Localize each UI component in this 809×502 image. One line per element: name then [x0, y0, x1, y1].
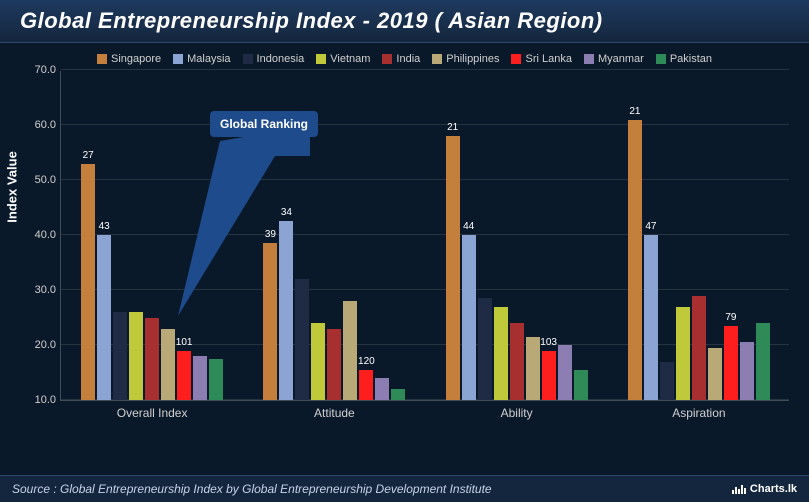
legend-swatch [511, 54, 521, 64]
gridline [61, 69, 789, 70]
bar: 21 [446, 136, 460, 400]
bar [343, 301, 357, 400]
legend-swatch [382, 54, 392, 64]
legend-item: Indonesia [243, 53, 305, 65]
y-tick-label: 60.0 [26, 119, 56, 131]
bar [510, 323, 524, 400]
bar-annotation: 47 [645, 221, 656, 232]
bar-group: 2144 103 [446, 136, 588, 400]
bar [161, 329, 175, 401]
bar: 27 [81, 164, 95, 401]
bar [391, 389, 405, 400]
callout-arrow [160, 131, 320, 331]
bar [676, 307, 690, 401]
y-axis-label: Index Value [5, 151, 20, 223]
legend-item: Sri Lanka [511, 53, 571, 65]
legend-swatch [316, 54, 326, 64]
source-bar: Source : Global Entrepreneurship Index b… [0, 475, 809, 502]
chart-area: Index Value Global Ranking 10.020.030.04… [60, 71, 789, 431]
callout-text: Global Ranking [220, 117, 308, 131]
bar [478, 298, 492, 400]
legend-label: Vietnam [330, 53, 370, 65]
legend-item: Malaysia [173, 53, 230, 65]
bar [311, 323, 325, 400]
y-tick-label: 10.0 [26, 394, 56, 406]
legend-swatch [173, 54, 183, 64]
bar [692, 296, 706, 401]
legend-label: Singapore [111, 53, 161, 65]
legend-label: Sri Lanka [525, 53, 571, 65]
bar [193, 356, 207, 400]
bar: 120 [359, 370, 373, 400]
bar: 43 [97, 235, 111, 400]
legend-swatch [243, 54, 253, 64]
bar [113, 312, 127, 400]
y-tick-label: 70.0 [26, 64, 56, 76]
bar [574, 370, 588, 400]
legend-label: Myanmar [598, 53, 644, 65]
legend-swatch [656, 54, 666, 64]
bar [526, 337, 540, 400]
bar [209, 359, 223, 400]
bar-annotation: 21 [447, 122, 458, 133]
legend-item: Vietnam [316, 53, 370, 65]
bar: 47 [644, 235, 658, 400]
legend: Singapore Malaysia Indonesia Vietnam India Ph… [0, 43, 809, 71]
y-tick-label: 50.0 [26, 174, 56, 186]
bar [375, 378, 389, 400]
x-axis-label: Aspiration [672, 406, 725, 420]
bar: 101 [177, 351, 191, 401]
bar-annotation: 27 [83, 150, 94, 161]
bar [708, 348, 722, 400]
global-ranking-callout: Global Ranking [210, 111, 318, 137]
bar-annotation: 21 [629, 106, 640, 117]
bar [129, 312, 143, 400]
x-axis-label: Overall Index [117, 406, 188, 420]
bar [558, 345, 572, 400]
charts-lk-logo: Charts.lk [732, 483, 797, 495]
title-bar: Global Entrepreneurship Index - 2019 ( A… [0, 0, 809, 43]
logo-bars-icon [732, 485, 746, 494]
bar: 103 [542, 351, 556, 401]
y-tick-label: 40.0 [26, 229, 56, 241]
bar: 44 [462, 235, 476, 400]
bar-annotation: 79 [725, 312, 736, 323]
bar: 79 [724, 326, 738, 400]
y-tick-label: 20.0 [26, 339, 56, 351]
legend-item: Myanmar [584, 53, 644, 65]
legend-label: India [396, 53, 420, 65]
legend-label: Philippines [446, 53, 499, 65]
legend-swatch [584, 54, 594, 64]
bar: 21 [628, 120, 642, 401]
legend-item: Philippines [432, 53, 499, 65]
x-axis-label: Attitude [314, 406, 355, 420]
bar-annotation: 103 [540, 337, 557, 348]
chart-title: Global Entrepreneurship Index - 2019 ( A… [20, 8, 789, 34]
bar-annotation: 43 [99, 221, 110, 232]
legend-item: Singapore [97, 53, 161, 65]
x-axis-label: Ability [501, 406, 533, 420]
bar-annotation: 120 [358, 356, 375, 367]
source-text: Source : Global Entrepreneurship Index b… [12, 482, 492, 496]
logo-text: Charts.lk [750, 483, 797, 495]
bar [756, 323, 770, 400]
legend-item: India [382, 53, 420, 65]
legend-label: Indonesia [257, 53, 305, 65]
bar [740, 342, 754, 400]
legend-label: Malaysia [187, 53, 230, 65]
legend-label: Pakistan [670, 53, 712, 65]
bar-annotation: 44 [463, 221, 474, 232]
bar-group: 2147 79 [628, 120, 770, 401]
bar [145, 318, 159, 401]
bar-annotation: 101 [176, 337, 193, 348]
bar [327, 329, 341, 401]
y-tick-label: 30.0 [26, 284, 56, 296]
legend-swatch [97, 54, 107, 64]
legend-swatch [432, 54, 442, 64]
bar [494, 307, 508, 401]
legend-item: Pakistan [656, 53, 712, 65]
bar [660, 362, 674, 401]
